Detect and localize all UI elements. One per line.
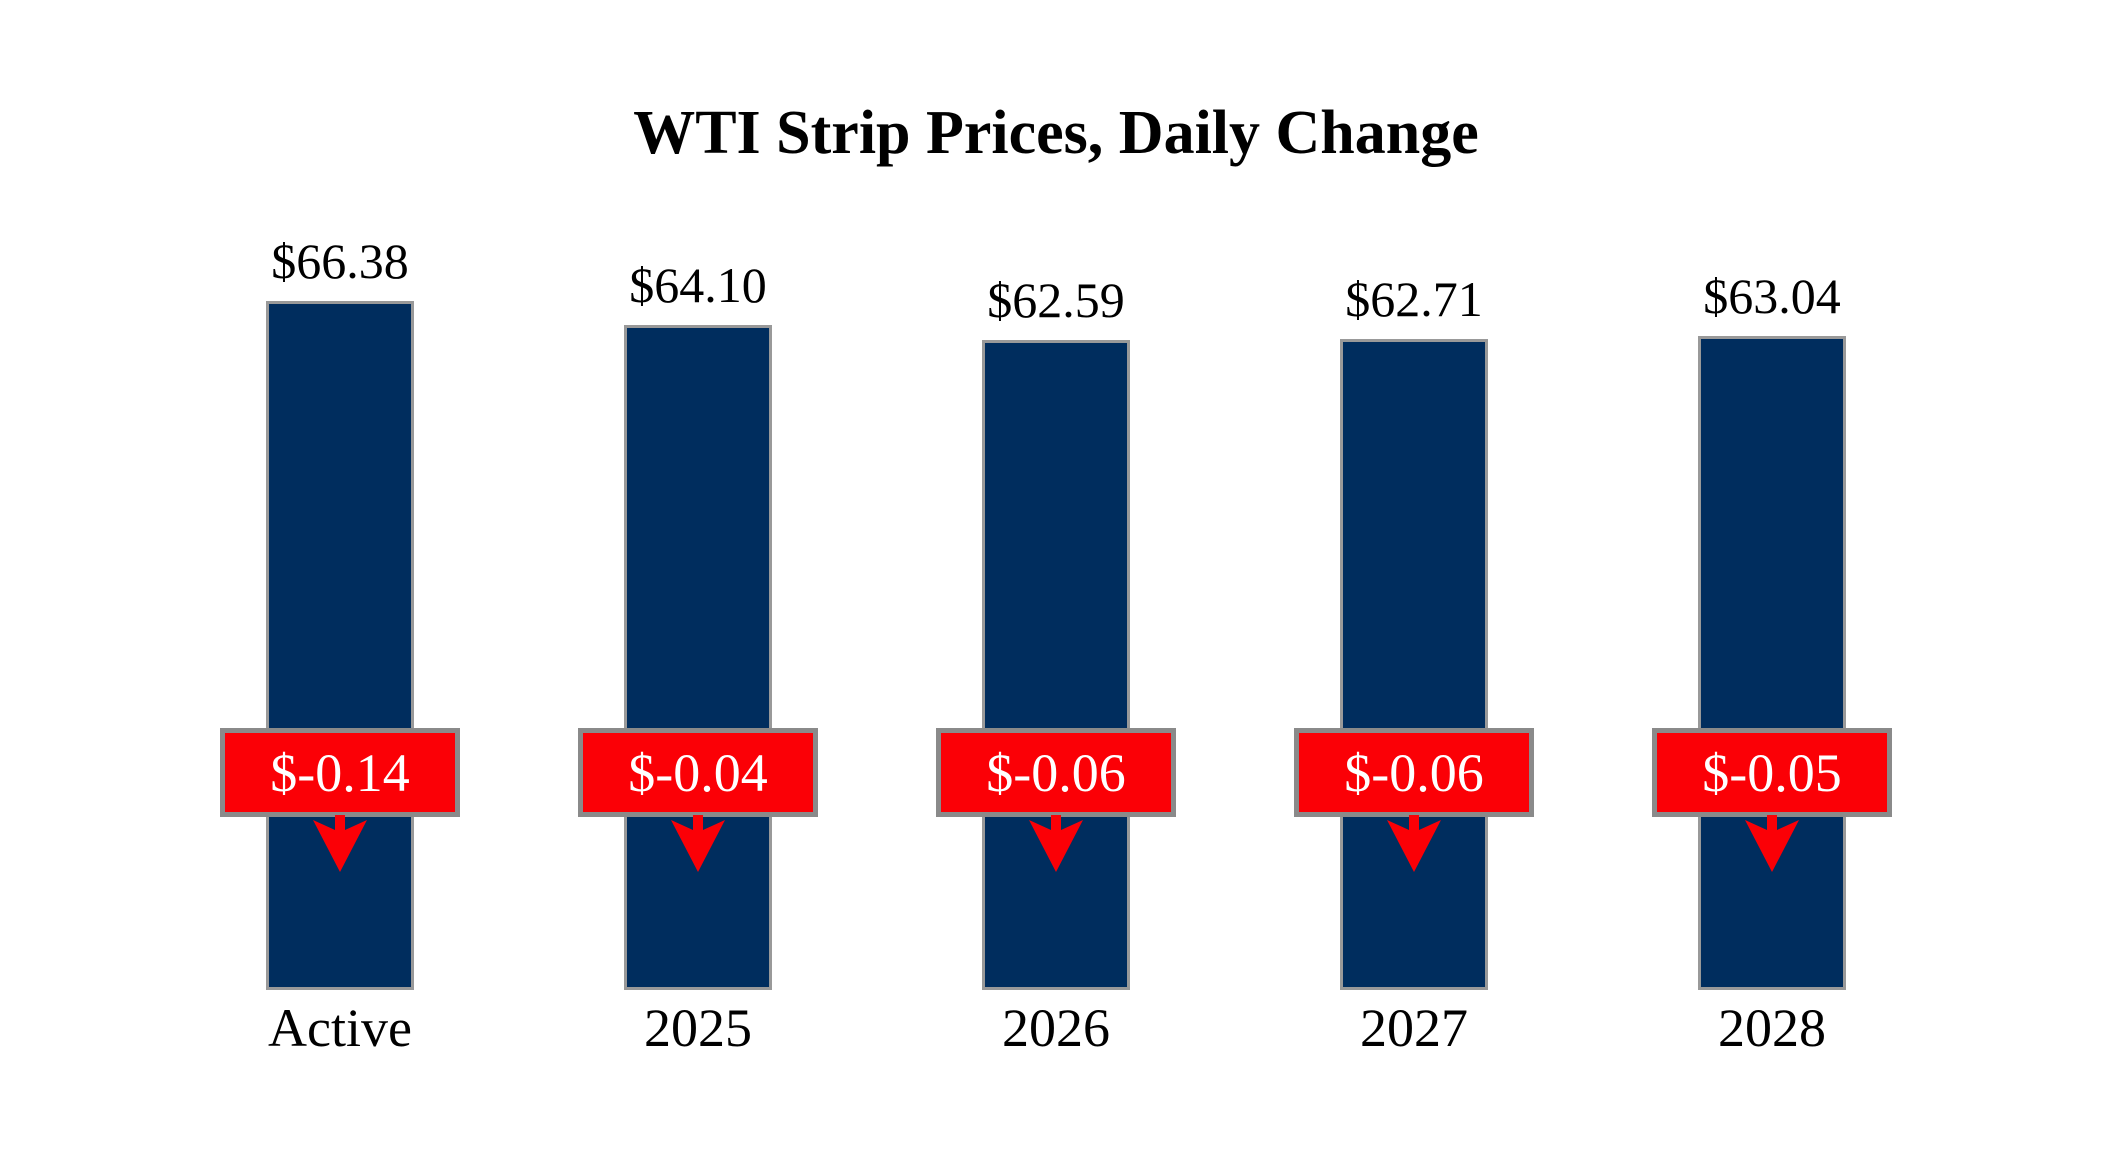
bar-group: $63.04 $-0.05 2028 bbox=[1622, 0, 1922, 1152]
price-label: $62.71 bbox=[1345, 271, 1483, 327]
category-label: 2028 bbox=[1718, 998, 1826, 1058]
price-label: $62.59 bbox=[987, 272, 1125, 328]
chart-title: WTI Strip Prices, Daily Change bbox=[633, 99, 1479, 167]
down-arrow-icon bbox=[671, 815, 725, 872]
bar bbox=[266, 301, 414, 990]
category-label: 2027 bbox=[1360, 998, 1468, 1058]
price-label: $64.10 bbox=[629, 257, 767, 313]
bar bbox=[1340, 339, 1488, 990]
bar bbox=[982, 340, 1130, 990]
category-label: 2026 bbox=[1002, 998, 1110, 1058]
category-label: Active bbox=[268, 998, 412, 1058]
bar-group: $62.71 $-0.06 2027 bbox=[1264, 0, 1564, 1152]
bar bbox=[624, 325, 772, 990]
down-arrow-icon bbox=[1029, 815, 1083, 872]
down-arrow-icon bbox=[1745, 815, 1799, 872]
change-badge: $-0.04 bbox=[578, 728, 818, 817]
bar bbox=[1698, 336, 1846, 990]
bar-group: $64.10 $-0.04 2025 bbox=[548, 0, 848, 1152]
bar-group: $66.38 $-0.14 Active bbox=[190, 0, 490, 1152]
category-label: 2025 bbox=[644, 998, 752, 1058]
change-badge: $-0.14 bbox=[220, 728, 460, 817]
change-badge: $-0.06 bbox=[936, 728, 1176, 817]
bar-group: $62.59 $-0.06 2026 bbox=[906, 0, 1206, 1152]
change-badge: $-0.05 bbox=[1652, 728, 1892, 817]
change-badge: $-0.06 bbox=[1294, 728, 1534, 817]
down-arrow-icon bbox=[313, 815, 367, 872]
down-arrow-icon bbox=[1387, 815, 1441, 872]
price-label: $66.38 bbox=[271, 233, 409, 289]
price-label: $63.04 bbox=[1703, 268, 1841, 324]
